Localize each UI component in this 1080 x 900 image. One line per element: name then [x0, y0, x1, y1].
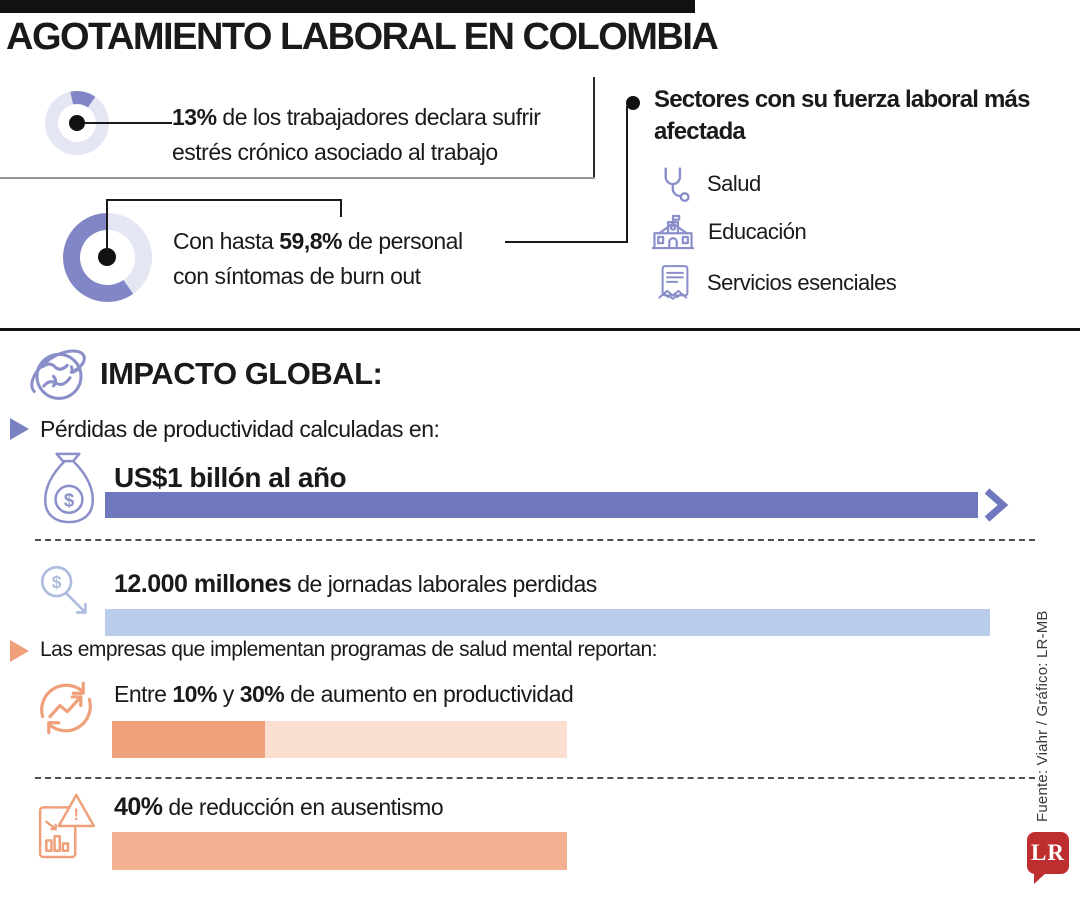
sector-item-servicios: Servicios esenciales: [657, 263, 897, 303]
donut1-center-dot: [69, 115, 85, 131]
bar-productivity-gain-fill: [112, 721, 265, 758]
bar-productivity-loss: [105, 492, 978, 518]
callout-line-stat2: [106, 199, 342, 201]
callout-line-stat2: [340, 199, 342, 217]
stat-stress-text: 13% de los trabajadores declara sufrir e…: [172, 104, 541, 165]
arrow-bullet-icon: [10, 640, 29, 662]
bar-productivity-gain: [112, 721, 567, 758]
connector-line-sectors: [505, 241, 628, 243]
stat-burnout-value: 59,8%: [279, 228, 342, 254]
loss-amount-text: US$1 billón al año: [114, 462, 347, 493]
workdays-lost-text: 12.000 millones de jornadas laborales pe…: [114, 570, 597, 598]
dollar-glyph: $: [52, 572, 62, 592]
bar-absenteeism-reduction: [112, 832, 567, 870]
source-credit: Fuente: Viahr / Gráfico: LR-MB: [1034, 610, 1051, 822]
result-productivity-text: Entre 10% y 30% de aumento en productivi…: [114, 681, 574, 707]
growth-cycle-icon: [34, 676, 98, 740]
dashed-divider: [35, 539, 1035, 541]
connector-line-sectors: [626, 106, 628, 243]
money-bag-icon: $: [38, 450, 100, 528]
sector-item-salud: Salud: [655, 165, 761, 203]
sector-label: Educación: [708, 219, 807, 244]
coin-decline-icon: $: [34, 564, 106, 626]
page-title: AGOTAMIENTO LABORAL EN COLOMBIA: [6, 16, 719, 58]
top-accent-bar: [0, 0, 695, 13]
chevron-right-icon: [983, 488, 1009, 522]
arrow-bullet-icon: [10, 418, 29, 440]
impact-intro-productivity: Pérdidas de productividad calculadas en:: [40, 416, 440, 442]
bracket-line-horizontal: [0, 177, 595, 179]
impact-heading: IMPACTO GLOBAL:: [100, 356, 383, 391]
lr-logo: LR: [1027, 832, 1069, 884]
sector-label: Salud: [707, 171, 761, 196]
school-icon: [652, 213, 694, 251]
dollar-glyph: $: [64, 490, 75, 511]
stat-stress-value: 13%: [172, 104, 217, 130]
bar-workdays-lost: [105, 609, 990, 636]
callout-line-stat1: [85, 122, 172, 124]
stethoscope-icon: [655, 165, 693, 203]
section-divider: [0, 328, 1080, 331]
dashed-divider: [35, 777, 1035, 779]
globe-icon: [26, 342, 92, 408]
warning-glyph: !: [74, 805, 80, 824]
sector-item-educacion: Educación: [652, 213, 807, 251]
document-handshake-icon: [657, 263, 693, 303]
callout-line-stat2: [106, 199, 108, 251]
sector-label: Servicios esenciales: [707, 270, 897, 295]
bracket-line-vertical: [593, 77, 595, 179]
donut2-center-dot: [98, 248, 116, 266]
lr-logo-text: LR: [1031, 840, 1065, 865]
report-warning-icon: !: [36, 790, 98, 864]
impact-intro-programs: Las empresas que implementan programas d…: [40, 638, 658, 661]
sectors-bullet-dot: [626, 96, 640, 110]
stat-burnout-text: Con hasta 59,8% de personal con síntomas…: [173, 228, 463, 289]
result-absenteeism-text: 40% de reducción en ausentismo: [114, 793, 444, 821]
sectors-heading: Sectores con su fuerza laboral más afect…: [654, 86, 1030, 145]
